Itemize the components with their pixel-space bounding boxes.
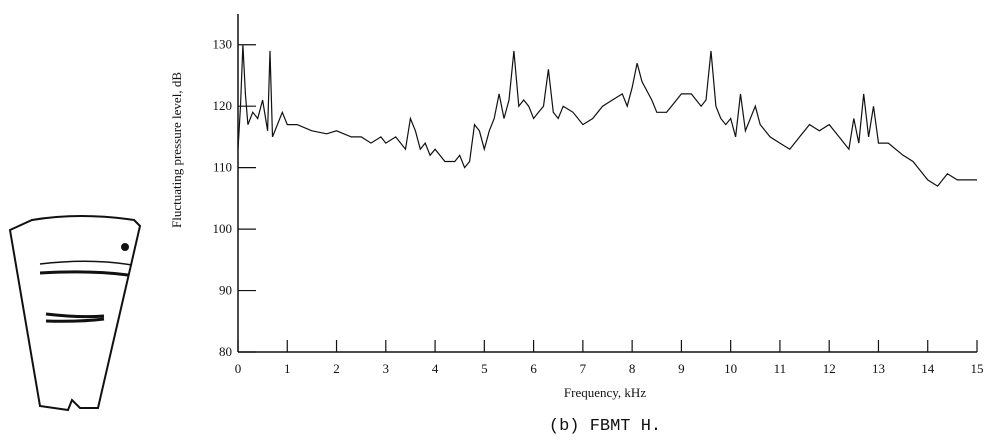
- y-axis-label: Fluctuating pressure level, dB: [169, 72, 184, 228]
- y-tick-label: 130: [213, 37, 233, 52]
- y-tick-label: 100: [213, 221, 233, 236]
- x-tick-label: 7: [580, 361, 587, 376]
- x-tick-label: 3: [383, 361, 390, 376]
- x-tick-label: 11: [774, 361, 787, 376]
- x-tick-label: 15: [971, 361, 984, 376]
- x-tick-label: 6: [530, 361, 537, 376]
- spectrum-line: [237, 44, 977, 187]
- x-axis-label: Frequency, kHz: [564, 385, 646, 400]
- x-tick-label: 12: [823, 361, 836, 376]
- x-tick-label: 14: [921, 361, 935, 376]
- sketch-dot: [121, 243, 129, 251]
- sketch-line: [45, 312, 105, 323]
- nozzle-sketch: [8, 215, 142, 412]
- x-tick-label: 9: [678, 361, 685, 376]
- x-tick-label: 4: [432, 361, 439, 376]
- caption: (b) FBMT H.: [549, 417, 661, 436]
- y-tick-label: 80: [219, 344, 232, 359]
- y-tick-label: 110: [213, 160, 232, 175]
- x-tick-label: 1: [284, 361, 291, 376]
- y-tick-label: 90: [219, 283, 232, 298]
- sketch-line: [39, 270, 129, 277]
- x-tick-label: 2: [333, 361, 340, 376]
- x-tick-label: 13: [872, 361, 885, 376]
- sketch-outline: [8, 215, 142, 412]
- x-tick-label: 8: [629, 361, 636, 376]
- x-tick-label: 0: [235, 361, 242, 376]
- y-tick-label: 120: [213, 98, 233, 113]
- sketch-line: [39, 260, 133, 266]
- x-tick-label: 10: [724, 361, 737, 376]
- x-tick-label: 5: [481, 361, 488, 376]
